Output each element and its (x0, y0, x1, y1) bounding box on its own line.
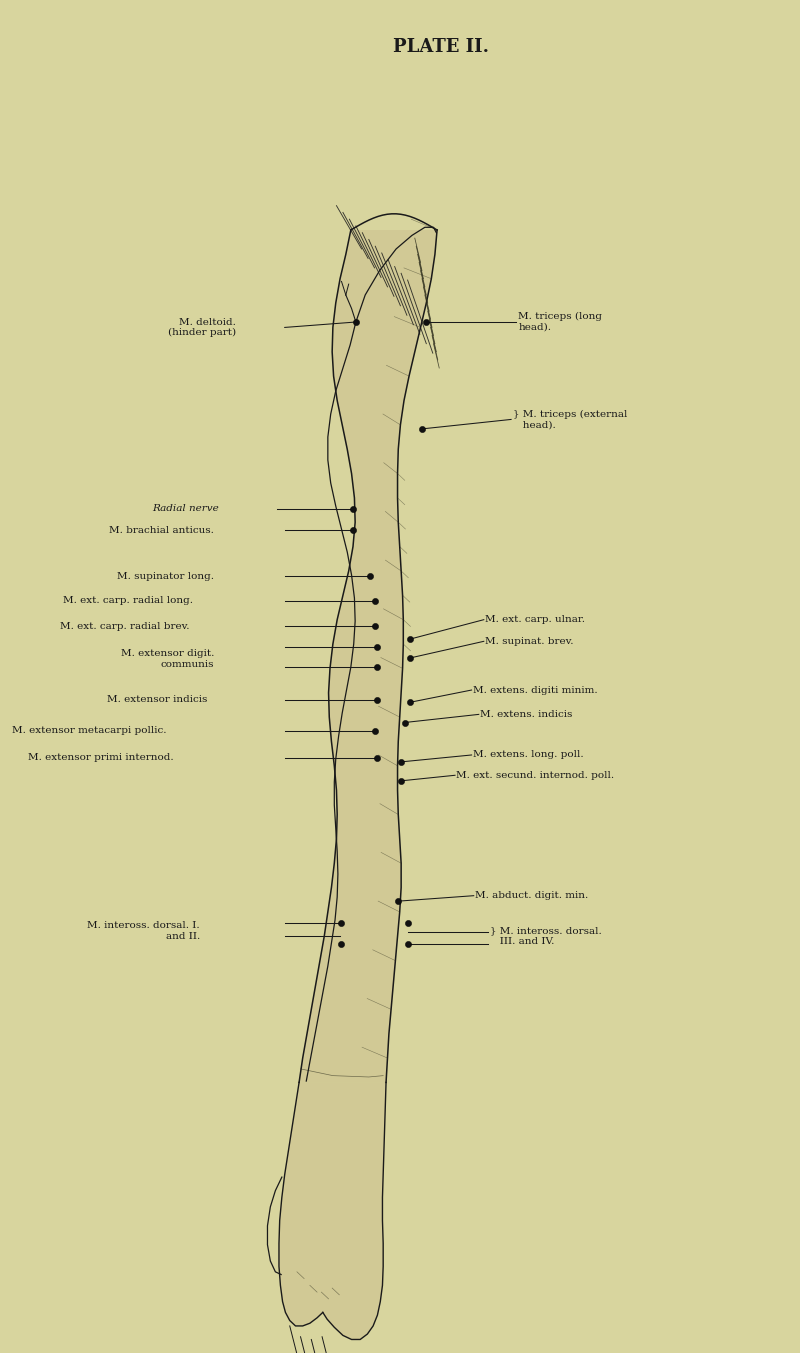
Text: M. ext. carp. radial brev.: M. ext. carp. radial brev. (60, 622, 189, 630)
Text: Radial nerve: Radial nerve (153, 505, 219, 513)
Polygon shape (299, 230, 437, 1082)
Text: } M. triceps (external
   head).: } M. triceps (external head). (513, 410, 627, 429)
Text: M. ext. carp. radial long.: M. ext. carp. radial long. (62, 597, 193, 605)
Text: PLATE II.: PLATE II. (393, 38, 489, 55)
Text: M. extens. digiti minim.: M. extens. digiti minim. (473, 686, 598, 694)
Text: M. extens. long. poll.: M. extens. long. poll. (473, 751, 584, 759)
Text: M. extens. indicis: M. extens. indicis (480, 710, 573, 718)
Text: M. abduct. digit. min.: M. abduct. digit. min. (475, 892, 589, 900)
Text: M. brachial anticus.: M. brachial anticus. (110, 526, 214, 534)
Text: M. extensor primi internod.: M. extensor primi internod. (28, 754, 174, 762)
Text: M. supinator long.: M. supinator long. (118, 572, 214, 580)
Text: M. extensor digit.
communis: M. extensor digit. communis (121, 649, 214, 668)
Text: } M. inteross. dorsal.
   III. and IV.: } M. inteross. dorsal. III. and IV. (490, 927, 602, 946)
Text: M. ext. carp. ulnar.: M. ext. carp. ulnar. (486, 616, 586, 624)
Text: M. inteross. dorsal. I.
and II.: M. inteross. dorsal. I. and II. (87, 921, 200, 940)
Text: M. triceps (long
head).: M. triceps (long head). (518, 313, 602, 331)
Text: M. extensor indicis: M. extensor indicis (106, 695, 207, 704)
Text: M. ext. secund. internod. poll.: M. ext. secund. internod. poll. (457, 771, 614, 779)
Polygon shape (279, 1082, 386, 1339)
Text: M. extensor metacarpi pollic.: M. extensor metacarpi pollic. (12, 727, 166, 735)
Text: M. deltoid.
(hinder part): M. deltoid. (hinder part) (168, 318, 236, 337)
Text: M. supinat. brev.: M. supinat. brev. (486, 637, 574, 645)
